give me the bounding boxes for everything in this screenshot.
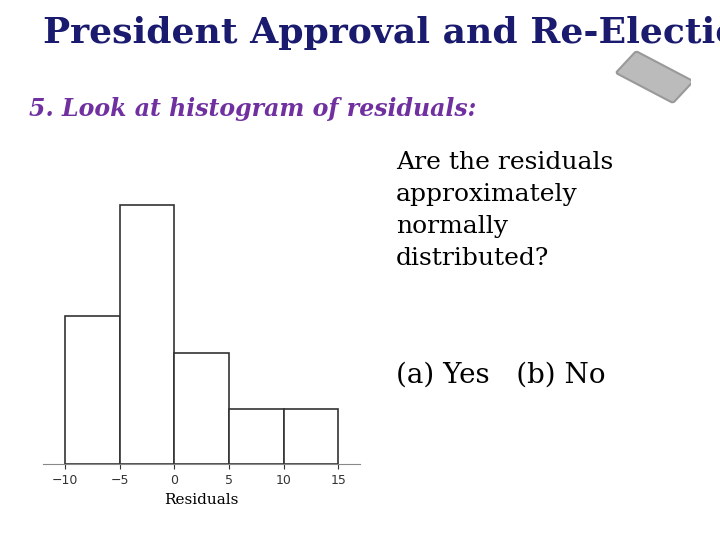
Text: Are the residuals
approximately
normally
distributed?: Are the residuals approximately normally… [396, 151, 613, 270]
Bar [284, 409, 338, 464]
Bar [65, 316, 120, 464]
Text: 5. Look at histogram of residuals:: 5. Look at histogram of residuals: [29, 97, 476, 121]
FancyBboxPatch shape [616, 52, 693, 103]
Text: (a) Yes   (b) No: (a) Yes (b) No [396, 362, 606, 389]
Bar [174, 353, 229, 464]
Bar [229, 409, 284, 464]
X-axis label: Residuals: Residuals [164, 492, 239, 507]
Text: President Approval and Re-Election: President Approval and Re-Election [43, 16, 720, 50]
Bar [120, 205, 174, 464]
